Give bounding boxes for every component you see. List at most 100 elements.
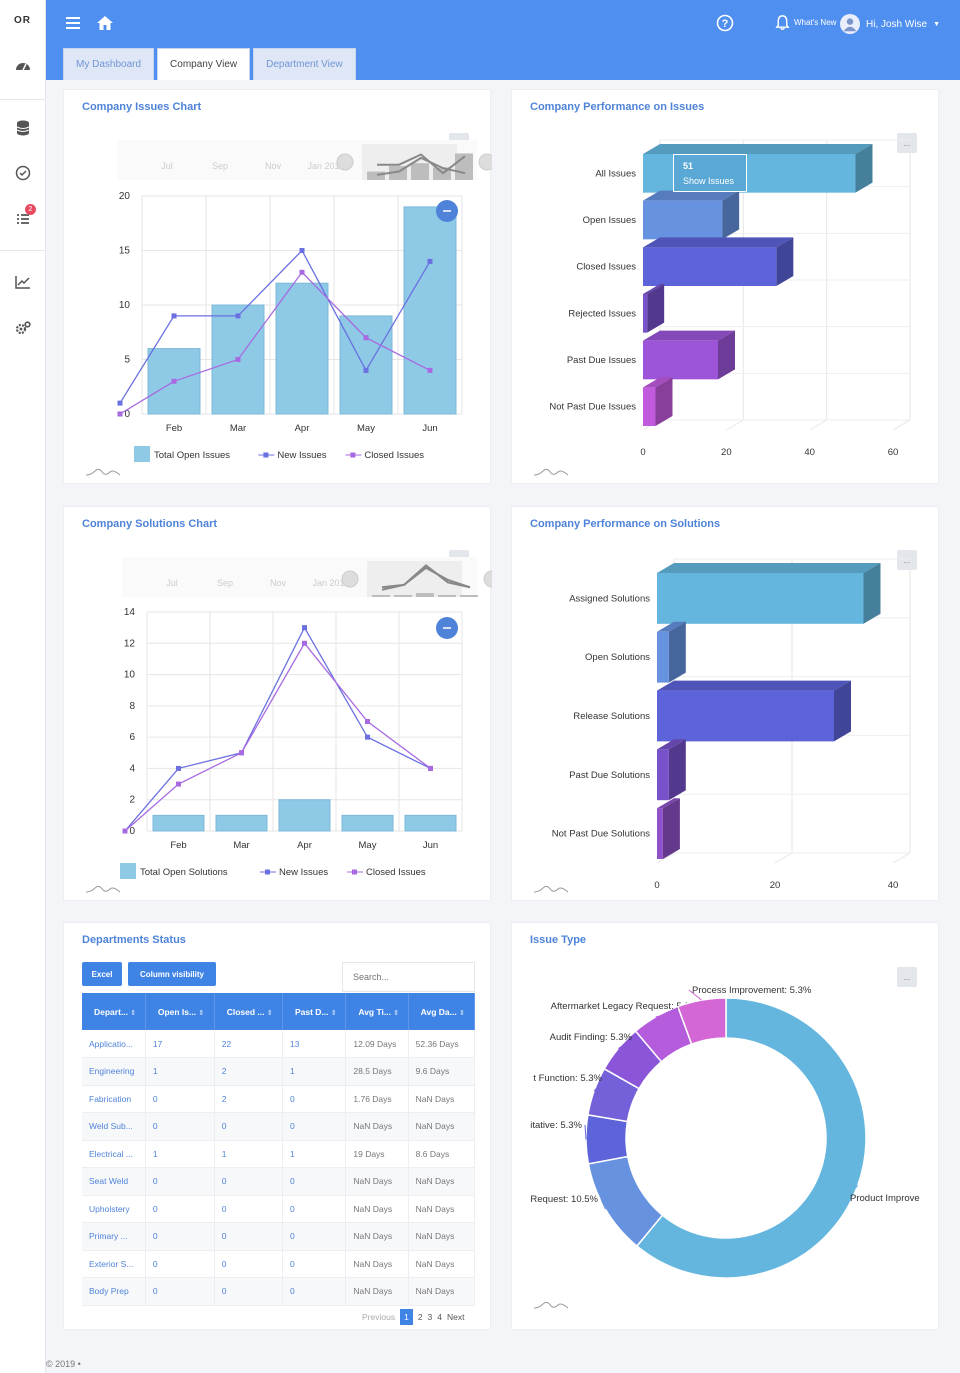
brand-logo[interactable]: OR: [14, 14, 31, 26]
column-header[interactable]: Depart... ⇕: [82, 993, 146, 1030]
count-link[interactable]: 0: [214, 1250, 283, 1278]
y-tick-label: 0: [124, 409, 130, 420]
menu-icon[interactable]: [64, 14, 82, 37]
count-link[interactable]: 1: [282, 1057, 347, 1086]
count-link[interactable]: 0: [145, 1250, 215, 1278]
legend: Total Open Issues New Issues Closed Issues: [134, 446, 424, 462]
tab-my-dashboard[interactable]: My Dashboard: [63, 48, 155, 80]
count-link[interactable]: 0: [282, 1112, 347, 1141]
tab-department-view[interactable]: Department View: [253, 48, 356, 80]
table-row: Primary ... 0 0 0 NaN Days NaN Days: [82, 1222, 476, 1251]
category-label: Release Solutions: [573, 711, 650, 722]
department-link[interactable]: Primary ...: [82, 1222, 146, 1251]
page-button[interactable]: 3: [427, 1312, 433, 1322]
y-tick-label: 5: [124, 355, 130, 366]
line-point: [117, 411, 123, 417]
bar-front: [643, 247, 777, 286]
count-link[interactable]: 0: [145, 1085, 215, 1113]
next-button[interactable]: Next: [447, 1312, 465, 1322]
legend-swatch: [120, 863, 136, 879]
count-link[interactable]: 2: [214, 1057, 283, 1086]
table-cell: NaN Days: [345, 1222, 409, 1251]
line-point: [239, 750, 244, 756]
excel-button[interactable]: Excel: [82, 962, 122, 986]
count-link[interactable]: 0: [282, 1167, 347, 1196]
department-link[interactable]: Engineering: [82, 1057, 146, 1086]
page-button[interactable]: 1: [400, 1309, 413, 1325]
column-header[interactable]: Open Is... ⇕: [145, 993, 215, 1030]
count-link[interactable]: 0: [145, 1167, 215, 1196]
database-icon[interactable]: [12, 117, 34, 139]
count-link[interactable]: 1: [282, 1140, 347, 1168]
count-link[interactable]: 0: [145, 1195, 215, 1223]
count-link[interactable]: 2: [214, 1085, 283, 1113]
tasks-icon[interactable]: 2: [12, 204, 36, 230]
x-tick-label: Feb: [170, 840, 186, 851]
previous-button[interactable]: Previous: [362, 1312, 396, 1322]
user-menu[interactable]: Hi, Josh Wise ▼: [840, 14, 940, 34]
pie-label: t Function: 5.3%: [533, 1073, 602, 1084]
bar-front: [657, 573, 864, 624]
count-link[interactable]: 0: [282, 1195, 347, 1223]
help-icon[interactable]: ?: [716, 14, 734, 37]
navigator-line: [377, 153, 466, 175]
dashboard-icon[interactable]: [12, 55, 34, 77]
count-link[interactable]: 0: [282, 1277, 347, 1306]
count-link[interactable]: 0: [214, 1167, 283, 1196]
count-link[interactable]: 0: [214, 1277, 283, 1306]
count-link[interactable]: 17: [145, 1030, 215, 1058]
count-link[interactable]: 0: [145, 1112, 215, 1141]
page-button[interactable]: 2: [417, 1312, 423, 1322]
department-link[interactable]: Applicatio...: [82, 1030, 146, 1058]
chart-menu-button[interactable]: ...: [897, 133, 917, 153]
count-link[interactable]: 1: [145, 1140, 215, 1168]
department-link[interactable]: Electrical ...: [82, 1140, 146, 1168]
column-header[interactable]: Avg Ti... ⇕: [345, 993, 409, 1030]
department-link[interactable]: Exterior S...: [82, 1250, 146, 1278]
search-input[interactable]: [342, 962, 475, 992]
count-link[interactable]: 22: [214, 1030, 283, 1058]
check-circle-icon[interactable]: [12, 162, 34, 184]
navigator-bar: [372, 595, 390, 597]
navigator-handle: [336, 153, 354, 171]
count-link[interactable]: 0: [214, 1222, 283, 1251]
bar: [643, 190, 740, 240]
bar: [657, 621, 686, 683]
department-link[interactable]: Weld Sub...: [82, 1112, 146, 1141]
page-button[interactable]: 4: [437, 1312, 443, 1322]
column-header[interactable]: Avg Da... ⇕: [408, 993, 476, 1030]
column-label: Avg Ti...: [358, 1006, 391, 1017]
column-header[interactable]: Closed ... ⇕: [214, 993, 283, 1030]
column-visibility-button[interactable]: Column visibility: [128, 962, 216, 986]
chart-tooltip: 51 Show Issues: [673, 154, 747, 192]
table-cell: 28.5 Days: [345, 1057, 409, 1086]
home-icon[interactable]: [96, 14, 114, 37]
chart-menu-button[interactable]: ...: [897, 967, 917, 987]
settings-gears-icon[interactable]: [12, 317, 34, 339]
count-link[interactable]: 0: [145, 1222, 215, 1251]
department-link[interactable]: Body Prep: [82, 1277, 146, 1306]
count-link[interactable]: 13: [282, 1030, 347, 1058]
table-row: Electrical ... 1 1 1 19 Days 8.6 Days: [82, 1140, 476, 1168]
whats-new-button[interactable]: What's New: [774, 14, 836, 31]
count-link[interactable]: 0: [282, 1250, 347, 1278]
x-tick-label: Feb: [166, 423, 182, 434]
leader-line: [688, 989, 702, 1001]
line-chart-icon[interactable]: [12, 271, 34, 293]
count-link[interactable]: 1: [214, 1140, 283, 1168]
count-link[interactable]: 0: [145, 1277, 215, 1306]
count-link[interactable]: 0: [282, 1085, 347, 1113]
column-header[interactable]: Past D... ⇕: [282, 993, 347, 1030]
bar: [339, 315, 393, 415]
chart-menu-button[interactable]: ...: [897, 550, 917, 570]
count-link[interactable]: 0: [214, 1112, 283, 1141]
count-link[interactable]: 0: [214, 1195, 283, 1223]
bar: [215, 814, 268, 832]
departments-title: Departments Status: [82, 934, 186, 946]
tab-company-view[interactable]: Company View: [157, 48, 251, 80]
department-link[interactable]: Fabrication: [82, 1085, 146, 1113]
department-link[interactable]: Upholstery: [82, 1195, 146, 1223]
count-link[interactable]: 0: [282, 1222, 347, 1251]
department-link[interactable]: Seat Weld: [82, 1167, 146, 1196]
count-link[interactable]: 1: [145, 1057, 215, 1086]
